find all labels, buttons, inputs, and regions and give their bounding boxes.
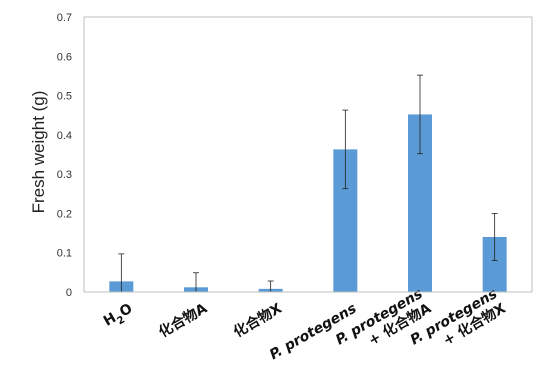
y-tick-label: 0.4 xyxy=(57,130,72,142)
x-tick-label: H2O xyxy=(101,301,138,334)
y-tick-label: 0.7 xyxy=(57,12,72,24)
y-ticks: 0 0.1 0.2 0.3 0.4 0.5 0.6 0.7 xyxy=(57,12,72,299)
y-tick-label: 0.2 xyxy=(57,208,72,220)
y-tick-label: 0.6 xyxy=(57,51,72,63)
x-tick-label: P. protegens+ 化合物A xyxy=(333,286,434,363)
y-tick-label: 0.5 xyxy=(57,91,72,103)
y-axis-title: Fresh weight (g) xyxy=(29,91,48,214)
plot-frame xyxy=(83,16,533,293)
y-tick-label: 0 xyxy=(66,287,72,299)
bars xyxy=(109,114,507,292)
x-tick-label: 化合物A xyxy=(156,300,210,341)
y-tick-label: 0.3 xyxy=(57,169,72,181)
error-bars xyxy=(118,74,498,293)
y-tick-label: 0.1 xyxy=(57,248,72,260)
x-tick-label: 化合物X xyxy=(230,300,284,341)
